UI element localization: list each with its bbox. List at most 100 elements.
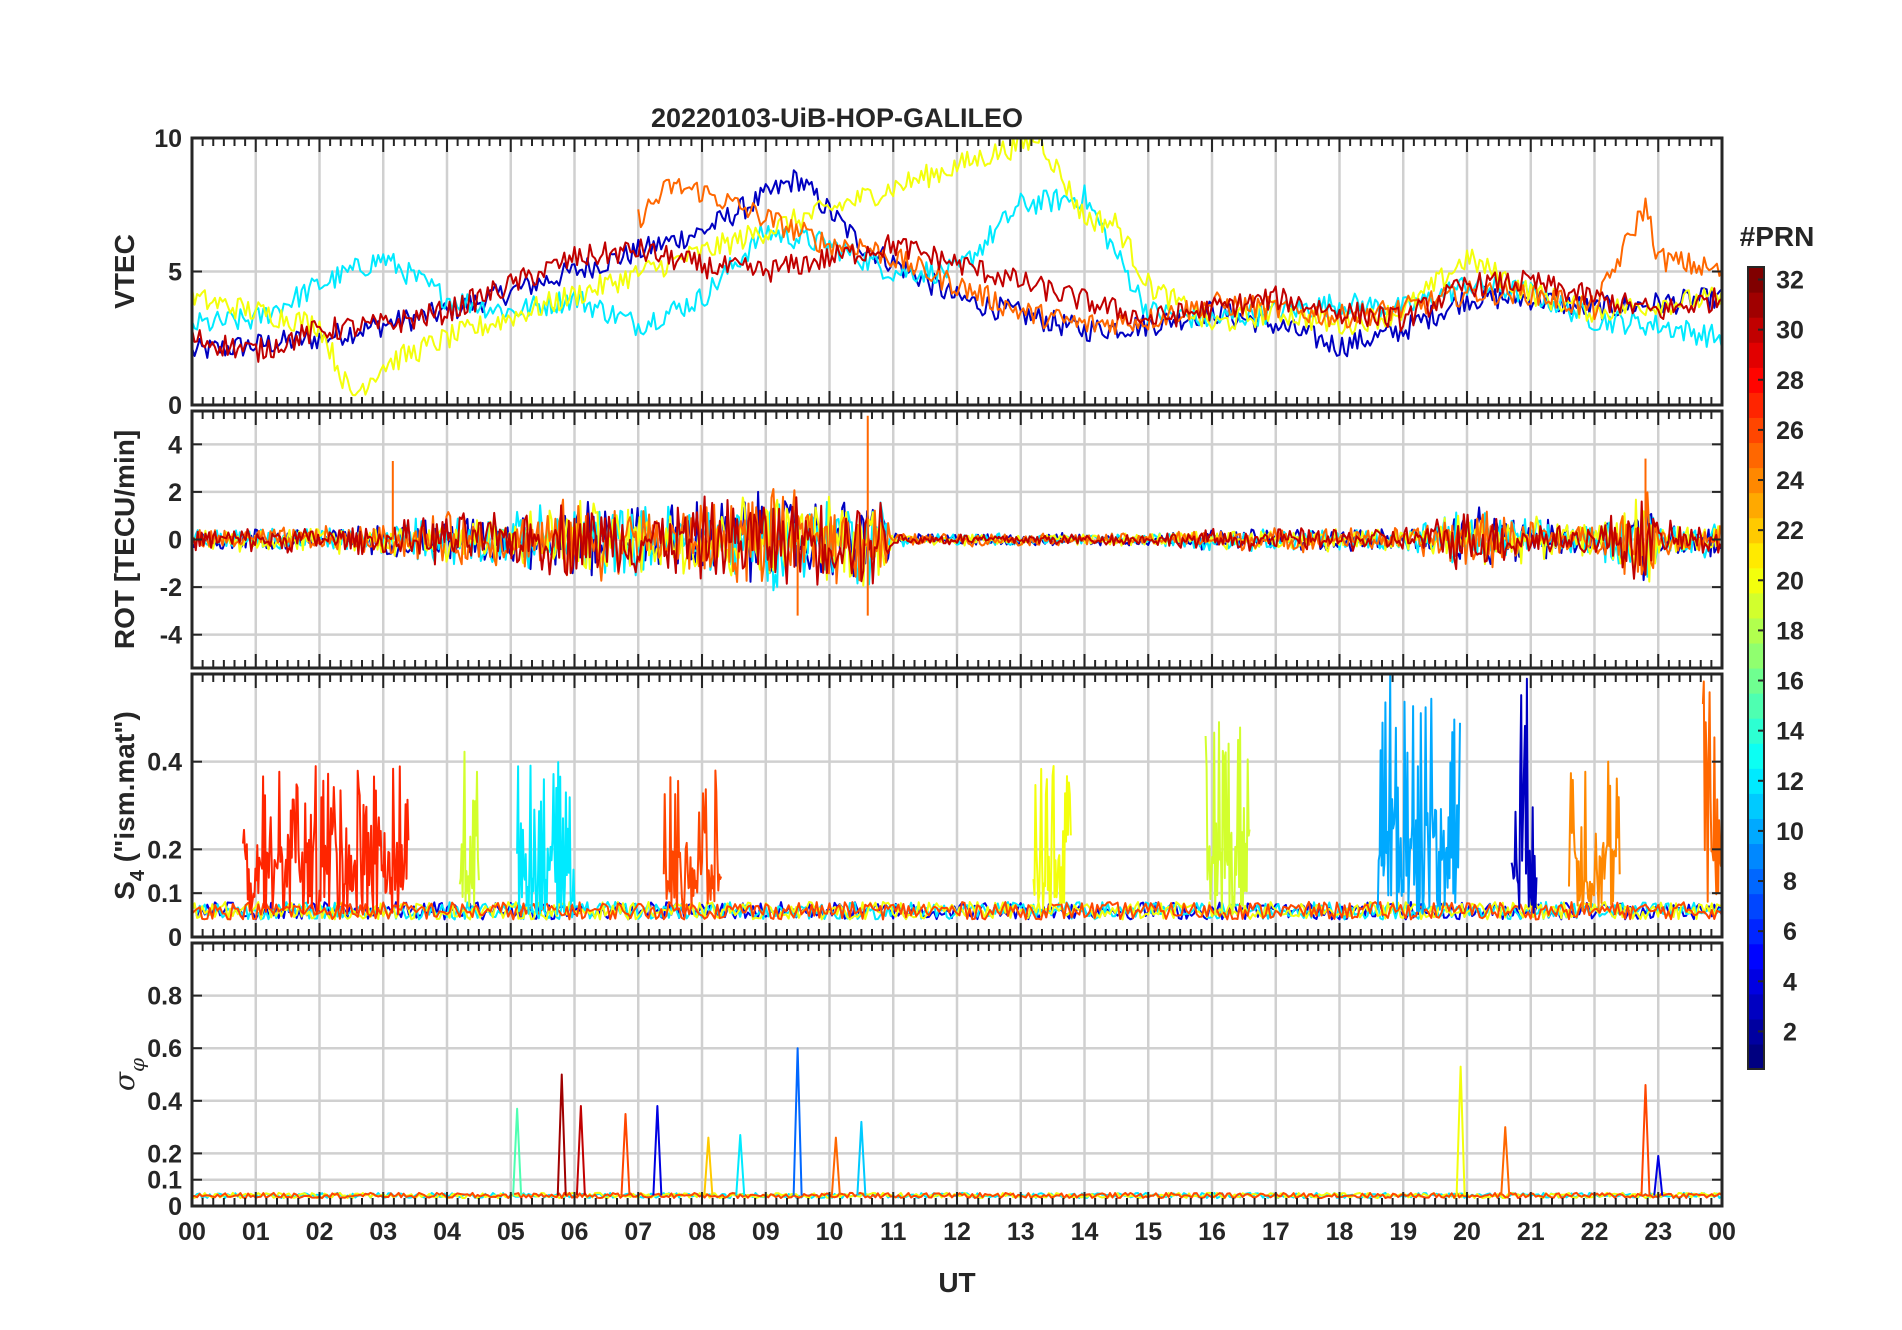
spike-prn-25 (830, 1136, 841, 1196)
y-tick-label: 0.4 (147, 749, 182, 777)
y-axis-label-sub: 4 (127, 869, 149, 881)
x-tick-labels: 00 01 02 03 04 05 06 07 08 09 10 11 12 13 14 15 16 17 18 19… (178, 1218, 1736, 1246)
x-tick-label: 22 (1581, 1218, 1609, 1246)
colorbar-swatch (1748, 317, 1764, 343)
x-tick-label: 23 (1644, 1218, 1672, 1246)
colorbar-tick-label: 6 (1783, 918, 1797, 946)
y-tick-label: 0 (168, 924, 182, 952)
colorbar-tick-label: 12 (1776, 768, 1804, 796)
x-tick-label: 06 (561, 1218, 589, 1246)
x-tick-label: 00 (178, 1218, 206, 1246)
y-axis-label-rest: ("ism.mat") (109, 711, 140, 870)
colorbar-swatch (1748, 567, 1764, 594)
burst-prn-19 (1204, 721, 1251, 916)
colorbar-swatch (1748, 768, 1764, 794)
colorbar-swatch (1748, 718, 1764, 744)
y-tick-label: 4 (168, 431, 182, 459)
colorbar-swatch (1748, 668, 1764, 694)
panel-sigma_phi: 00.10.2 0.4 0.6 0.8 σφ (108, 941, 1724, 1221)
spike-prn-4 (652, 1105, 663, 1196)
colorbar-tick-label: 28 (1776, 367, 1804, 395)
burst-prn-19 (458, 750, 480, 907)
colorbar-tick-label: 26 (1776, 417, 1804, 445)
series-line-prn-25 (637, 178, 1722, 335)
spike-prn-26 (620, 1112, 631, 1196)
colorbar-swatch (1748, 818, 1764, 845)
colorbar-swatch (1748, 492, 1764, 519)
y-tick-label: 0.1 (147, 880, 182, 908)
colorbar-swatch (1748, 918, 1764, 945)
spike-prn-11 (856, 1120, 867, 1196)
y-axis-label: σφ (108, 1058, 149, 1091)
y-axis-label-main: σ (108, 1071, 141, 1091)
burst-prn-25 (1701, 680, 1722, 903)
colorbar-tick-label: 8 (1783, 868, 1797, 896)
colorbar-swatch (1748, 392, 1764, 418)
y-tick-label: 0.2 (147, 836, 182, 864)
x-tick-label: 18 (1326, 1218, 1354, 1246)
x-ticks (191, 943, 1723, 1206)
colorbar-tick-label: 32 (1776, 267, 1804, 295)
colorbar-swatch (1748, 993, 1764, 1020)
y-axis-label: ROT [TECU/min] (109, 430, 140, 649)
colorbar-frame (1747, 266, 1765, 1070)
colorbar-tick-label: 14 (1776, 718, 1804, 746)
colorbar-tick-label: 16 (1776, 668, 1804, 696)
colorbar-swatch (1748, 693, 1764, 719)
colorbar-tick-label: 10 (1776, 818, 1804, 846)
colorbar-swatch (1748, 592, 1764, 619)
colorbar-swatch (1748, 292, 1764, 318)
x-ticks (191, 411, 1723, 668)
panel-rot: -4 -2 0 2 4 ROT [TECU/min] (109, 409, 1724, 670)
colorbar-swatch (1748, 843, 1764, 870)
x-tick-label: 14 (1071, 1218, 1099, 1246)
x-axis-label: UT (938, 1267, 975, 1298)
y-tick-label: 0 (168, 392, 182, 420)
y-tick-label: 0.8 (147, 983, 182, 1011)
x-tick-label: 08 (688, 1218, 716, 1246)
colorbar-swatch (1748, 968, 1764, 995)
grid-lines (192, 138, 1722, 405)
y-tick-label: 0.2 (147, 1140, 182, 1168)
colorbar-swatch (1748, 793, 1764, 819)
panel-s4: 00.10.20.4S4 ("ism.mat") (109, 672, 1724, 952)
colorbar-swatch (1748, 267, 1764, 293)
x-tick-label: 17 (1262, 1218, 1290, 1246)
colorbar-tick-label: 2 (1783, 1018, 1797, 1046)
y-tick-label: 0 (168, 527, 182, 555)
series-line-prn-30 (192, 495, 1722, 586)
x-ticks (191, 674, 1723, 937)
y-tick-label: 0.4 (147, 1088, 182, 1116)
x-tick-label: 15 (1134, 1218, 1162, 1246)
colorbar-swatch (1748, 342, 1764, 368)
colorbar-swatch (1748, 1018, 1764, 1045)
x-tick-label: 20 (1453, 1218, 1481, 1246)
x-tick-label: 13 (1007, 1218, 1035, 1246)
plot-area (192, 674, 1722, 921)
series-line-prn-26 (192, 900, 1722, 921)
x-tick-label: 00 (1708, 1218, 1736, 1246)
spike-prn-8 (792, 1047, 803, 1196)
x-tick-label: 12 (943, 1218, 971, 1246)
y-tick-label: 5 (168, 259, 182, 287)
x-tick-label: 01 (242, 1218, 270, 1246)
spike-prn-20 (1455, 1065, 1466, 1196)
x-tick-label: 16 (1198, 1218, 1226, 1246)
burst-prn-27 (242, 765, 410, 916)
spike-prn-26 (1640, 1084, 1651, 1196)
colorbar-swatch (1748, 367, 1764, 393)
colorbar-swatch (1748, 442, 1764, 469)
spike-prn-12 (735, 1133, 746, 1196)
colorbar-tick-label: 4 (1783, 968, 1797, 996)
plot-area (192, 138, 1722, 397)
series-line-prn-20 (192, 138, 1722, 397)
burst-prn-20 (1032, 765, 1072, 911)
grid-lines (192, 943, 1722, 1206)
burst-prn-12 (516, 761, 576, 916)
y-tick-label: -4 (160, 622, 182, 650)
y-tick-label: 10 (154, 125, 182, 153)
y-tick-label: 0.1 (147, 1167, 182, 1195)
x-tick-label: 07 (624, 1218, 652, 1246)
y-axis-label-sub: φ (125, 1058, 149, 1072)
